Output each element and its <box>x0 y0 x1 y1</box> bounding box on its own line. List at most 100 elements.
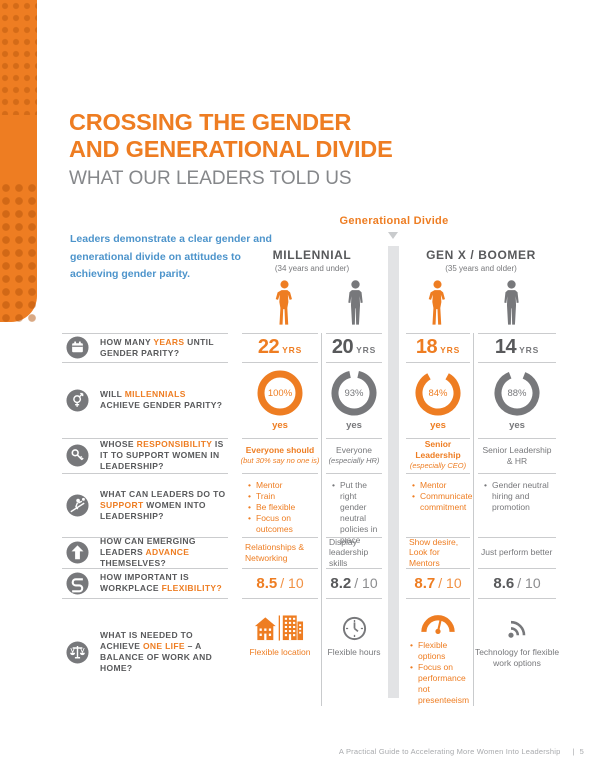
question-text: HOW CAN EMERGING LEADERS ADVANCE THEMSEL… <box>100 536 196 568</box>
home-building-icon <box>254 602 306 642</box>
cell-support-millennial-male: Put the right gender neutral policies in… <box>322 473 386 545</box>
list-item: Mentor <box>248 480 316 491</box>
female-figure-icon <box>426 280 449 326</box>
score-number: 8.6 <box>493 574 515 592</box>
years-number: 18 <box>415 336 438 358</box>
cell-text: Flexible location <box>249 647 311 657</box>
list-item: Focus on outcomes <box>248 513 316 535</box>
score-value: 8.2/ 10 <box>330 575 377 592</box>
divide-band-gap <box>386 333 402 362</box>
generational-divide-label: Generational Divide <box>339 215 449 227</box>
score-value: 8.7/ 10 <box>414 575 461 592</box>
cell-responsibility-gen-x-boomer-male: Senior Leadership & HR <box>474 438 560 473</box>
page-title: CROSSING THE GENDER AND GENERATIONAL DIVI… <box>69 109 393 162</box>
divide-band-gap <box>386 537 402 568</box>
years-number: 22 <box>257 336 280 358</box>
cell-text: Display leadership skills <box>329 536 369 568</box>
cell-text: Senior Leadership (especially CEO) <box>409 439 467 471</box>
divide-band-gap <box>386 568 402 598</box>
group-name: MILLENNIAL <box>272 248 352 262</box>
years-value: 18 YRS <box>416 336 460 359</box>
cell-parity-gen-x-boomer-male: 88% yes <box>474 362 560 438</box>
cell-text: Show desire, Look for Mentors <box>409 536 459 568</box>
score-value: 8.5/ 10 <box>256 575 303 592</box>
decorative-orange-shape <box>0 0 37 322</box>
footer-separator: | <box>572 747 575 756</box>
cell-advance-millennial-female: Relationships & Networking <box>238 537 322 568</box>
chevron-down-icon <box>388 232 398 239</box>
cell-advance-gen-x-boomer-male: Just perform better <box>474 537 560 568</box>
score-denominator: / 10 <box>517 574 541 591</box>
cell-parity-millennial-female: 100% yes <box>238 362 322 438</box>
scales-icon <box>66 640 89 664</box>
question-text: WHAT IS NEEDED TO ACHIEVE ONE LIFE – A B… <box>100 630 213 673</box>
cell-onelife-millennial-male: Flexible hours <box>322 598 386 706</box>
cell-years-gen-x-boomer-female: 18 YRS <box>402 333 474 362</box>
wireless-icon <box>504 602 530 642</box>
list-item: Put the right gender neutral policies in… <box>332 480 380 546</box>
donut-percent: 93% <box>344 387 364 399</box>
divide-band-gap <box>386 438 402 473</box>
gender-icon <box>66 388 89 412</box>
years-unit: YRS <box>519 345 540 355</box>
divide-band-gap <box>386 598 402 706</box>
question-years: HOW MANY YEARS UNTIL GENDER PARITY? <box>62 333 238 362</box>
cell-onelife-millennial-female: Flexible location <box>238 598 322 706</box>
question-text: WHAT CAN LEADERS DO TO SUPPORT WOMEN INT… <box>100 488 226 521</box>
question-onelife: WHAT IS NEEDED TO ACHIEVE ONE LIFE – A B… <box>62 598 238 706</box>
flex-icon <box>66 571 89 595</box>
intro-text: Leaders demonstrate a clear gender and g… <box>70 233 272 280</box>
cell-flexibility-gen-x-boomer-female: 8.7/ 10 <box>402 568 474 598</box>
page-footer: A Practical Guide to Accelerating More W… <box>339 747 584 756</box>
years-number: 20 <box>331 336 354 358</box>
cell-flexibility-millennial-female: 8.5/ 10 <box>238 568 322 598</box>
cell-support-gen-x-boomer-male: Gender neutral hiring and promotion <box>474 473 560 537</box>
bullet-list: MentorTrainBe flexibleFocus on outcomes <box>248 480 316 535</box>
donut-percent: 100% <box>267 387 293 399</box>
group-age-range: (34 years and under) <box>274 264 350 273</box>
list-item: Flexible options <box>410 640 474 662</box>
cell-text: Everyone should (but 30% say no one is) <box>240 444 320 466</box>
cell-parity-gen-x-boomer-female: 84% yes <box>402 362 474 438</box>
question-responsibility: WHOSE RESPONSIBILITY IS IT TO SUPPORT WO… <box>62 438 238 473</box>
cell-flexibility-gen-x-boomer-male: 8.6/ 10 <box>474 568 560 598</box>
page-number: 5 <box>579 747 584 756</box>
footer-text: A Practical Guide to Accelerating More W… <box>338 747 561 756</box>
halftone-dots-pattern <box>0 0 37 115</box>
score-number: 8.7 <box>414 574 436 592</box>
donut-chart: 84% <box>414 369 462 417</box>
cell-support-gen-x-boomer-female: MentorCommunicate commitment <box>402 473 474 537</box>
support-icon <box>66 493 89 517</box>
cell-text: Everyone (especially HR) <box>328 444 380 466</box>
divide-band-gap <box>386 473 402 537</box>
group-name: GEN X / BOOMER <box>426 248 536 262</box>
column-group-genx-boomer: GEN X / BOOMER (35 years and older) <box>402 248 560 273</box>
cell-text: Flexible hours <box>327 647 381 657</box>
cell-responsibility-millennial-female: Everyone should (but 30% say no one is) <box>238 438 322 473</box>
question-text: WILL MILLENNIALS ACHIEVE GENDER PARITY? <box>100 389 223 410</box>
donut-answer: yes <box>430 420 446 431</box>
cell-onelife-gen-x-boomer-male: Technology for flexible work options <box>474 598 560 706</box>
score-number: 8.5 <box>256 574 278 592</box>
cell-years-millennial-female: 22 YRS <box>238 333 322 362</box>
score-denominator: / 10 <box>354 574 378 591</box>
list-item: Gender neutral hiring and promotion <box>484 480 554 513</box>
score-number: 8.2 <box>330 574 352 592</box>
bullet-list: Gender neutral hiring and promotion <box>484 480 554 513</box>
question-support: WHAT CAN LEADERS DO TO SUPPORT WOMEN INT… <box>62 473 238 537</box>
male-figure-icon <box>500 280 523 326</box>
cell-flexibility-millennial-male: 8.2/ 10 <box>322 568 386 598</box>
divide-band-gap <box>386 362 402 438</box>
cell-onelife-gen-x-boomer-female: Flexible optionsFocus on performance not… <box>402 598 474 706</box>
donut-answer: yes <box>509 420 525 431</box>
gauge-icon <box>420 602 456 635</box>
years-value: 14 YRS <box>495 336 539 359</box>
bullet-list: Put the right gender neutral policies in… <box>332 480 380 546</box>
generational-divide-band <box>388 246 399 698</box>
years-number: 14 <box>494 336 517 358</box>
cell-text: Just perform better <box>481 547 553 558</box>
column-divider-line <box>321 333 322 706</box>
female-figure-icon <box>273 280 296 326</box>
donut-chart: 100% <box>256 369 304 417</box>
